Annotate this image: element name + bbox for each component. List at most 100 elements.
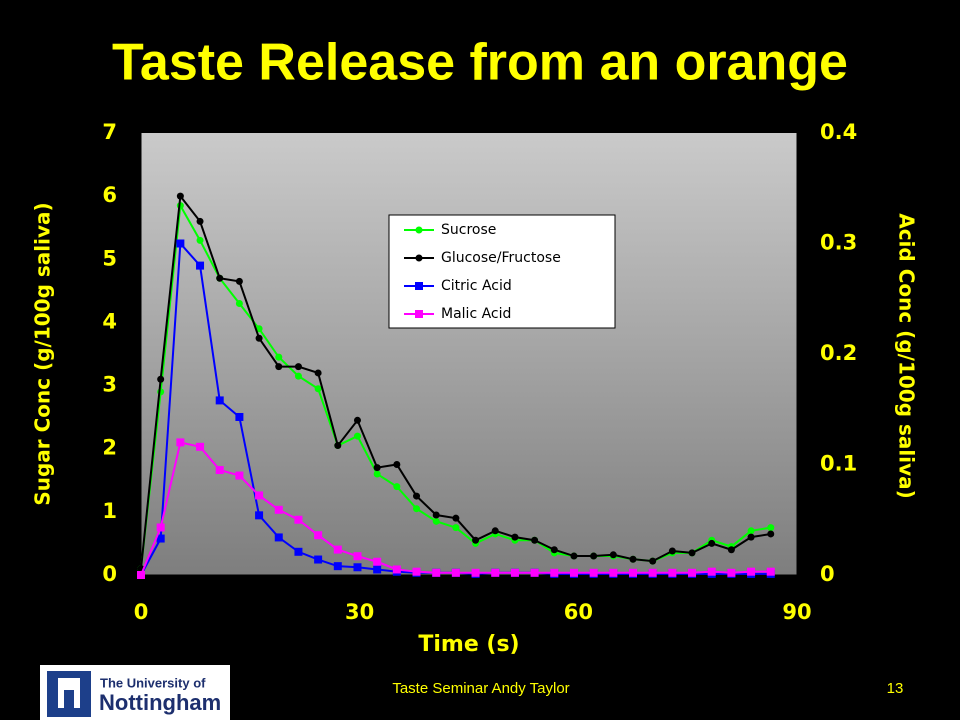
legend-label: Malic Acid [441,306,511,322]
marker [649,557,657,565]
marker [491,568,500,577]
marker [275,363,283,371]
marker [491,527,499,535]
marker [747,567,756,576]
marker [196,236,204,244]
marker [550,568,559,577]
marker [393,483,401,491]
marker [570,552,578,560]
marker [415,254,423,262]
marker [668,568,677,577]
y2-tick-label: 0.2 [820,341,857,365]
marker [353,416,361,424]
y-tick-label: 4 [102,309,117,333]
marker [274,505,283,514]
marker [415,310,423,318]
y2-tick-label: 0 [820,562,835,586]
x-tick-label: 60 [564,600,593,624]
marker [353,432,361,440]
marker [668,547,676,555]
marker [215,396,224,405]
legend-label: Glucose/Fructose [441,250,561,266]
footer-text: Taste Seminar Andy Taylor [392,680,569,697]
marker [255,511,264,520]
marker [452,514,460,522]
marker [413,492,421,500]
marker [294,372,302,380]
marker [648,568,657,577]
marker [747,533,755,541]
marker [590,552,598,560]
marker [373,470,381,478]
marker [275,353,283,361]
marker [176,192,184,200]
marker [333,545,342,554]
marker [707,567,716,576]
x-tick-label: 30 [345,600,374,624]
y2-tick-label: 0.1 [820,452,857,476]
marker [432,568,441,577]
marker [216,274,224,282]
marker [767,530,775,538]
logo-door [64,690,74,708]
marker [373,464,381,472]
marker [373,557,382,566]
plot: 0 1 2 3 4 5 6 7 0 0.1 0.2 0.3 0.4 0 30 60 90 [102,120,857,624]
marker [196,217,204,225]
marker [472,536,480,544]
y2-axis-label: Acid Conc (g/100g saliva) [895,213,919,499]
marker [314,555,323,564]
y-axis-label: Sugar Conc (g/100g saliva) [31,202,55,505]
marker [511,533,519,541]
marker [274,533,283,542]
marker [471,568,480,577]
marker [767,524,775,532]
marker [353,563,362,572]
marker [255,334,263,342]
marker [235,412,244,421]
marker [531,536,539,544]
marker [688,568,697,577]
page-number: 13 [887,680,904,697]
marker [688,549,696,557]
marker [415,282,423,290]
marker [235,299,243,307]
marker [255,491,264,500]
y-tick-label: 7 [102,120,117,144]
marker [294,515,303,524]
marker [176,239,185,248]
marker [196,261,205,270]
marker [708,539,716,547]
marker [413,505,421,513]
y-tick-label: 3 [102,373,117,397]
marker [609,551,617,559]
logo-line1: The University of [100,675,206,690]
y-tick-label: 0 [102,562,117,586]
marker [452,524,460,532]
marker [235,277,243,285]
chart-title: Taste Release from an orange [112,34,848,92]
marker [510,568,519,577]
marker [196,442,205,451]
y-tick-label: 2 [102,436,117,460]
y-tick-label: 6 [102,183,117,207]
x-tick-label: 90 [782,600,811,624]
y2-tick-label: 0.4 [820,120,857,144]
legend-label: Citric Acid [441,278,512,294]
marker [156,534,165,543]
marker [629,568,637,577]
marker [314,385,322,393]
marker [415,226,423,234]
x-axis-label: Time (s) [418,632,519,657]
marker [392,565,401,574]
y-tick-label: 1 [102,499,117,523]
marker [156,523,165,532]
marker [550,546,558,554]
plot-area [141,133,797,575]
marker [766,567,775,576]
marker [727,546,735,554]
marker [334,442,342,450]
marker [412,567,421,576]
marker [530,568,539,577]
